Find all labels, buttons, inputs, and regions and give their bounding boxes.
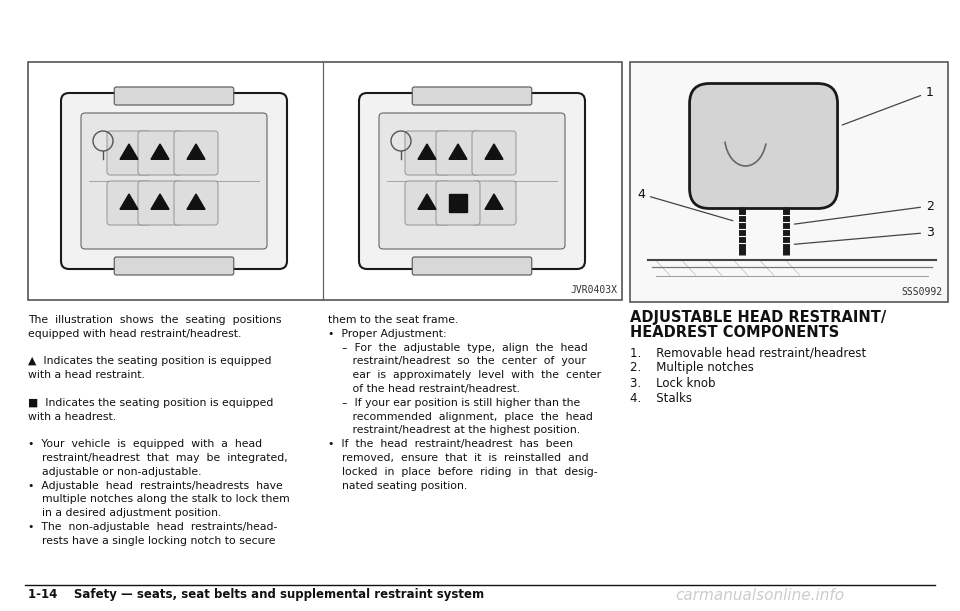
- Text: 1.    Removable head restraint/headrest: 1. Removable head restraint/headrest: [630, 346, 866, 359]
- Bar: [269, 125, 283, 157]
- FancyBboxPatch shape: [379, 113, 565, 249]
- FancyBboxPatch shape: [412, 257, 532, 275]
- Text: 1: 1: [842, 86, 934, 125]
- Text: –  For  the  adjustable  type,  align  the  head: – For the adjustable type, align the hea…: [328, 343, 588, 353]
- FancyBboxPatch shape: [405, 181, 449, 225]
- Bar: [28, 62, 622, 300]
- Text: 2: 2: [794, 200, 934, 224]
- Bar: [363, 125, 377, 157]
- Text: nated seating position.: nated seating position.: [328, 481, 468, 491]
- Text: carmanualsonline.info: carmanualsonline.info: [676, 588, 845, 603]
- Text: of the head restraint/headrest.: of the head restraint/headrest.: [328, 384, 520, 394]
- Text: restraint/headrest at the highest position.: restraint/headrest at the highest positi…: [328, 425, 580, 436]
- Polygon shape: [151, 194, 169, 210]
- Text: rests have a single locking notch to secure: rests have a single locking notch to sec…: [28, 536, 276, 546]
- Text: •  If  the  head  restraint/headrest  has  been: • If the head restraint/headrest has bee…: [328, 439, 573, 449]
- Polygon shape: [151, 144, 169, 159]
- FancyBboxPatch shape: [405, 131, 449, 175]
- Bar: [567, 205, 581, 237]
- FancyBboxPatch shape: [61, 93, 287, 269]
- Text: with a headrest.: with a headrest.: [28, 412, 116, 422]
- Text: ADJUSTABLE HEAD RESTRAINT/: ADJUSTABLE HEAD RESTRAINT/: [630, 310, 886, 325]
- FancyBboxPatch shape: [114, 87, 233, 105]
- Text: The  illustration  shows  the  seating  positions: The illustration shows the seating posit…: [28, 315, 281, 325]
- Text: with a head restraint.: with a head restraint.: [28, 370, 145, 380]
- Polygon shape: [418, 144, 436, 159]
- Text: –  If your ear position is still higher than the: – If your ear position is still higher t…: [328, 398, 580, 408]
- FancyBboxPatch shape: [174, 131, 218, 175]
- FancyBboxPatch shape: [472, 131, 516, 175]
- Polygon shape: [485, 144, 503, 159]
- Text: 4: 4: [637, 188, 732, 221]
- Polygon shape: [187, 194, 205, 210]
- Text: adjustable or non-adjustable.: adjustable or non-adjustable.: [28, 467, 202, 477]
- FancyBboxPatch shape: [81, 113, 267, 249]
- Text: •  Adjustable  head  restraints/headrests  have: • Adjustable head restraints/headrests h…: [28, 481, 283, 491]
- Text: 3.    Lock knob: 3. Lock knob: [630, 377, 715, 390]
- Polygon shape: [120, 194, 138, 210]
- Text: recommended  alignment,  place  the  head: recommended alignment, place the head: [328, 412, 593, 422]
- Polygon shape: [485, 194, 503, 210]
- Bar: [65, 205, 79, 237]
- Text: 4.    Stalks: 4. Stalks: [630, 392, 692, 406]
- FancyBboxPatch shape: [472, 181, 516, 225]
- Polygon shape: [418, 194, 436, 210]
- Text: HEADREST COMPONENTS: HEADREST COMPONENTS: [630, 325, 839, 340]
- FancyBboxPatch shape: [114, 257, 233, 275]
- Text: restraint/headrest  that  may  be  integrated,: restraint/headrest that may be integrate…: [28, 453, 288, 463]
- FancyBboxPatch shape: [138, 181, 182, 225]
- Bar: [567, 125, 581, 157]
- Text: •  Proper Adjustment:: • Proper Adjustment:: [328, 329, 446, 339]
- Text: SSS0992: SSS0992: [901, 287, 943, 297]
- FancyBboxPatch shape: [107, 131, 151, 175]
- Text: •  The  non-adjustable  head  restraints/head-: • The non-adjustable head restraints/hea…: [28, 522, 277, 532]
- FancyBboxPatch shape: [138, 131, 182, 175]
- Polygon shape: [120, 144, 138, 159]
- Text: •  Your  vehicle  is  equipped  with  a  head: • Your vehicle is equipped with a head: [28, 439, 262, 449]
- Text: 2.    Multiple notches: 2. Multiple notches: [630, 362, 754, 375]
- Bar: [630, 62, 948, 302]
- Bar: [363, 205, 377, 237]
- FancyBboxPatch shape: [359, 93, 585, 269]
- Text: multiple notches along the stalk to lock them: multiple notches along the stalk to lock…: [28, 494, 290, 505]
- Text: JVR0403X: JVR0403X: [570, 285, 617, 295]
- Polygon shape: [187, 144, 205, 159]
- Polygon shape: [449, 144, 467, 159]
- Text: restraint/headrest  so  the  center  of  your: restraint/headrest so the center of your: [328, 356, 586, 367]
- Bar: [65, 125, 79, 157]
- FancyBboxPatch shape: [107, 181, 151, 225]
- Text: 3: 3: [794, 226, 934, 244]
- FancyBboxPatch shape: [174, 181, 218, 225]
- Text: in a desired adjustment position.: in a desired adjustment position.: [28, 508, 222, 518]
- FancyBboxPatch shape: [436, 181, 480, 225]
- Text: locked  in  place  before  riding  in  that  desig-: locked in place before riding in that de…: [328, 467, 598, 477]
- FancyBboxPatch shape: [412, 87, 532, 105]
- Text: 1-14    Safety — seats, seat belts and supplemental restraint system: 1-14 Safety — seats, seat belts and supp…: [28, 588, 484, 601]
- Bar: [269, 205, 283, 237]
- FancyBboxPatch shape: [689, 84, 837, 208]
- Text: ▲  Indicates the seating position is equipped: ▲ Indicates the seating position is equi…: [28, 356, 272, 367]
- Text: ■  Indicates the seating position is equipped: ■ Indicates the seating position is equi…: [28, 398, 274, 408]
- Bar: [449, 194, 467, 212]
- Text: them to the seat frame.: them to the seat frame.: [328, 315, 458, 325]
- Text: equipped with head restraint/headrest.: equipped with head restraint/headrest.: [28, 329, 241, 339]
- Text: removed,  ensure  that  it  is  reinstalled  and: removed, ensure that it is reinstalled a…: [328, 453, 588, 463]
- FancyBboxPatch shape: [436, 131, 480, 175]
- Text: ear  is  approximately  level  with  the  center: ear is approximately level with the cent…: [328, 370, 601, 380]
